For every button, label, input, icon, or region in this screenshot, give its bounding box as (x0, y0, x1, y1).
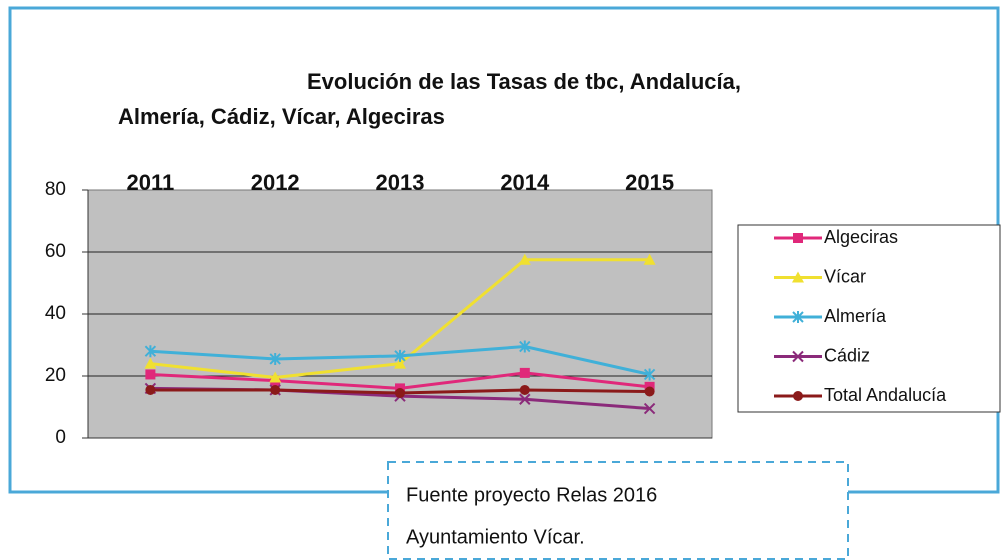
marker (792, 350, 804, 363)
marker (145, 369, 156, 380)
y-tick-label: 60 (45, 241, 66, 262)
x-tick-label: 2013 (376, 170, 425, 195)
legend-label: Vícar (824, 266, 866, 286)
marker (643, 253, 656, 265)
marker (269, 352, 281, 365)
legend-label: Almería (824, 306, 887, 326)
chart-title: Evolución de las Tasas de tbc, Andalucía… (307, 69, 741, 94)
marker (793, 233, 803, 243)
marker (518, 253, 531, 265)
chart-title: Almería, Cádiz, Vícar, Algeciras (118, 104, 445, 129)
marker (144, 345, 157, 358)
marker (519, 340, 531, 353)
marker (144, 357, 157, 369)
y-tick-label: 80 (45, 179, 66, 200)
legend-label: Total Andalucía (824, 385, 947, 405)
marker (394, 357, 406, 369)
marker (644, 386, 655, 397)
y-tick-label: 20 (45, 365, 66, 386)
marker (394, 349, 406, 362)
marker (270, 384, 281, 395)
marker (519, 384, 530, 395)
marker (643, 368, 656, 381)
x-tick-label: 2014 (500, 170, 550, 195)
legend-label: Algeciras (824, 227, 898, 247)
marker (792, 271, 804, 283)
marker (395, 388, 405, 399)
marker (519, 393, 531, 405)
source-box (387, 461, 849, 560)
legend-label: Cádiz (824, 345, 870, 365)
marker (792, 311, 804, 323)
source-text: Fuente proyecto Relas 2016 (406, 484, 657, 506)
marker (145, 384, 156, 395)
source-text: Ayuntamiento Vícar. (406, 526, 585, 548)
marker (269, 371, 282, 383)
x-tick-label: 2011 (127, 170, 175, 195)
y-tick-label: 0 (55, 427, 66, 448)
x-tick-label: 2015 (625, 170, 674, 195)
x-tick-label: 2012 (251, 170, 300, 195)
marker (793, 391, 803, 401)
marker (519, 367, 530, 378)
marker (643, 402, 656, 415)
y-tick-label: 40 (45, 303, 66, 324)
